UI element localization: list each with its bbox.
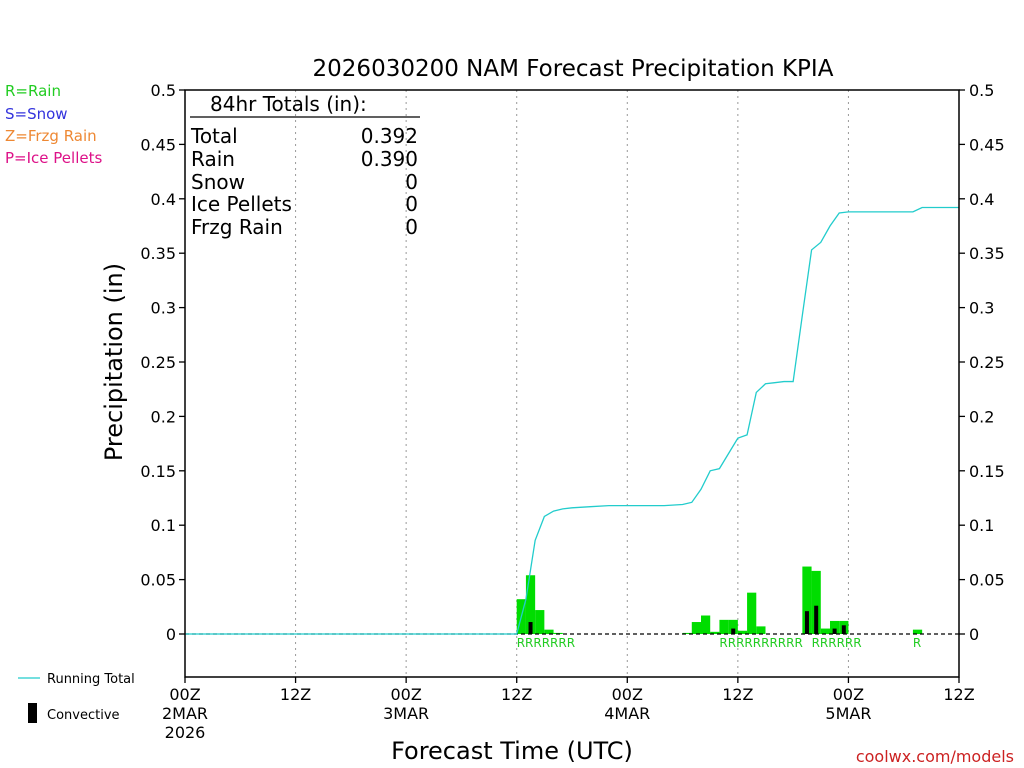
y-tick-label-left: 0.05 [140, 571, 176, 590]
convective-bar [832, 628, 837, 634]
precip-bar [756, 626, 766, 634]
convective-bar [731, 628, 736, 634]
totals-label-ice: Ice Pellets [191, 192, 292, 216]
convective-bar [841, 625, 846, 634]
y-axis-label: Precipitation (in) [100, 263, 128, 461]
y-tick-label-right: 0.15 [969, 462, 1005, 481]
totals-label-snow: Snow [191, 170, 245, 194]
ptype-legend: R=Rain S=Snow Z=Frzg Rain P=Ice Pellets [5, 82, 102, 167]
y-tick-label-left: 0.45 [140, 135, 176, 154]
x-tick-label: 00Z [169, 685, 200, 704]
precip-bar [802, 566, 812, 634]
y-axis-ticks: 0 00.05 0.050.1 0.10.15 0.150.2 0.20.25 0.250.… [140, 81, 1004, 644]
precip-bar [912, 629, 923, 634]
x-tick-label: 12Z [722, 685, 753, 704]
y-tick-label-left: 0.4 [151, 190, 176, 209]
x-tick-label: 4MAR [604, 704, 650, 723]
running-total-line [185, 206, 959, 635]
precip-bar [691, 622, 701, 634]
ptype-label: R [913, 636, 921, 650]
running-total-legend-label: Running Total [47, 672, 135, 687]
series-legend: Running Total Convective [18, 672, 135, 723]
totals-label-frzg: Frzg Rain [191, 215, 283, 239]
precip-bar [830, 620, 840, 634]
y-tick-label-right: 0.4 [969, 190, 994, 209]
x-axis-label: Forecast Time (UTC) [391, 737, 633, 765]
ptype-labels: RRRRRRR RRRRRRRRRR RRRRRR R [517, 636, 922, 650]
ptype-label: RRRRRRRRRR [719, 636, 802, 650]
totals-label-rain: Rain [191, 147, 235, 171]
y-tick-label-right: 0.2 [969, 407, 994, 426]
x-tick-label: 12Z [501, 685, 532, 704]
totals-value-total: 0.392 [361, 124, 418, 148]
precip-bar [719, 619, 729, 634]
convective-bars [528, 605, 846, 634]
precip-bar [747, 592, 757, 634]
plot-frame [184, 89, 960, 678]
precip-bar [701, 615, 711, 634]
precip-bar [535, 610, 545, 634]
y-tick-label-right: 0.3 [969, 299, 994, 318]
y-tick-label-left: 0.3 [151, 299, 176, 318]
legend-snow: S=Snow [5, 105, 68, 123]
y-tick-label-left: 0.1 [151, 516, 176, 535]
x-tick-label: 00Z [612, 685, 643, 704]
totals-value-rain: 0.390 [361, 147, 418, 171]
precip-bar [525, 575, 536, 634]
convective-bar [804, 611, 809, 634]
site-credit: coolwx.com/models [856, 747, 1014, 766]
totals-value-snow: 0 [405, 170, 418, 194]
precip-bar [737, 630, 748, 634]
precip-bar [811, 570, 821, 634]
y-tick-label-right: 0.1 [969, 516, 994, 535]
y-tick-label-left: 0 [166, 625, 176, 644]
x-tick-label: 2026 [165, 723, 206, 742]
precip-bars [516, 566, 923, 634]
y-tick-label-right: 0.05 [969, 571, 1005, 590]
chart-title: 2026030200 NAM Forecast Precipitation KP… [313, 56, 834, 82]
y-tick-label-left: 0.25 [140, 353, 176, 372]
ptype-label: RRRRRRR [517, 636, 575, 650]
legend-rain: R=Rain [5, 82, 61, 100]
legend-ice-pellets: P=Ice Pellets [5, 149, 102, 167]
vertical-gridlines [295, 90, 849, 677]
x-tick-label: 12Z [280, 685, 311, 704]
precip-bar [728, 619, 738, 634]
y-tick-label-left: 0.2 [151, 407, 176, 426]
precip-bar [682, 632, 692, 634]
precip-bar [820, 628, 830, 634]
convective-legend-label: Convective [47, 708, 120, 723]
y-tick-label-right: 0.25 [969, 353, 1005, 372]
y-tick-label-right: 0.35 [969, 244, 1005, 263]
y-tick-label-left: 0.15 [140, 462, 176, 481]
legend-freezing-rain: Z=Frzg Rain [5, 127, 97, 145]
totals-value-frzg: 0 [405, 215, 418, 239]
x-tick-label: 00Z [833, 685, 864, 704]
convective-legend-swatch [28, 703, 37, 723]
y-tick-label-right: 0.45 [969, 135, 1005, 154]
totals-box: 84hr Totals (in): Total 0.392 Rain 0.390… [190, 92, 420, 239]
y-tick-label-right: 0.5 [969, 81, 994, 100]
x-tick-label: 12Z [943, 685, 974, 704]
x-tick-label: 5MAR [825, 704, 871, 723]
y-tick-label-right: 0 [969, 625, 979, 644]
ptype-label: RRRRRR [812, 636, 862, 650]
y-tick-label-left: 0.35 [140, 244, 176, 263]
precip-bar [544, 629, 554, 634]
x-tick-label: 3MAR [383, 704, 429, 723]
totals-label-total: Total [190, 124, 238, 148]
totals-header: 84hr Totals (in): [210, 92, 367, 116]
y-tick-label-left: 0.5 [151, 81, 176, 100]
x-tick-label: 2MAR [162, 704, 208, 723]
convective-bar [528, 622, 533, 634]
totals-value-ice: 0 [405, 192, 418, 216]
x-tick-label: 00Z [390, 685, 421, 704]
convective-bar [814, 605, 819, 634]
precip-bar [710, 631, 720, 634]
